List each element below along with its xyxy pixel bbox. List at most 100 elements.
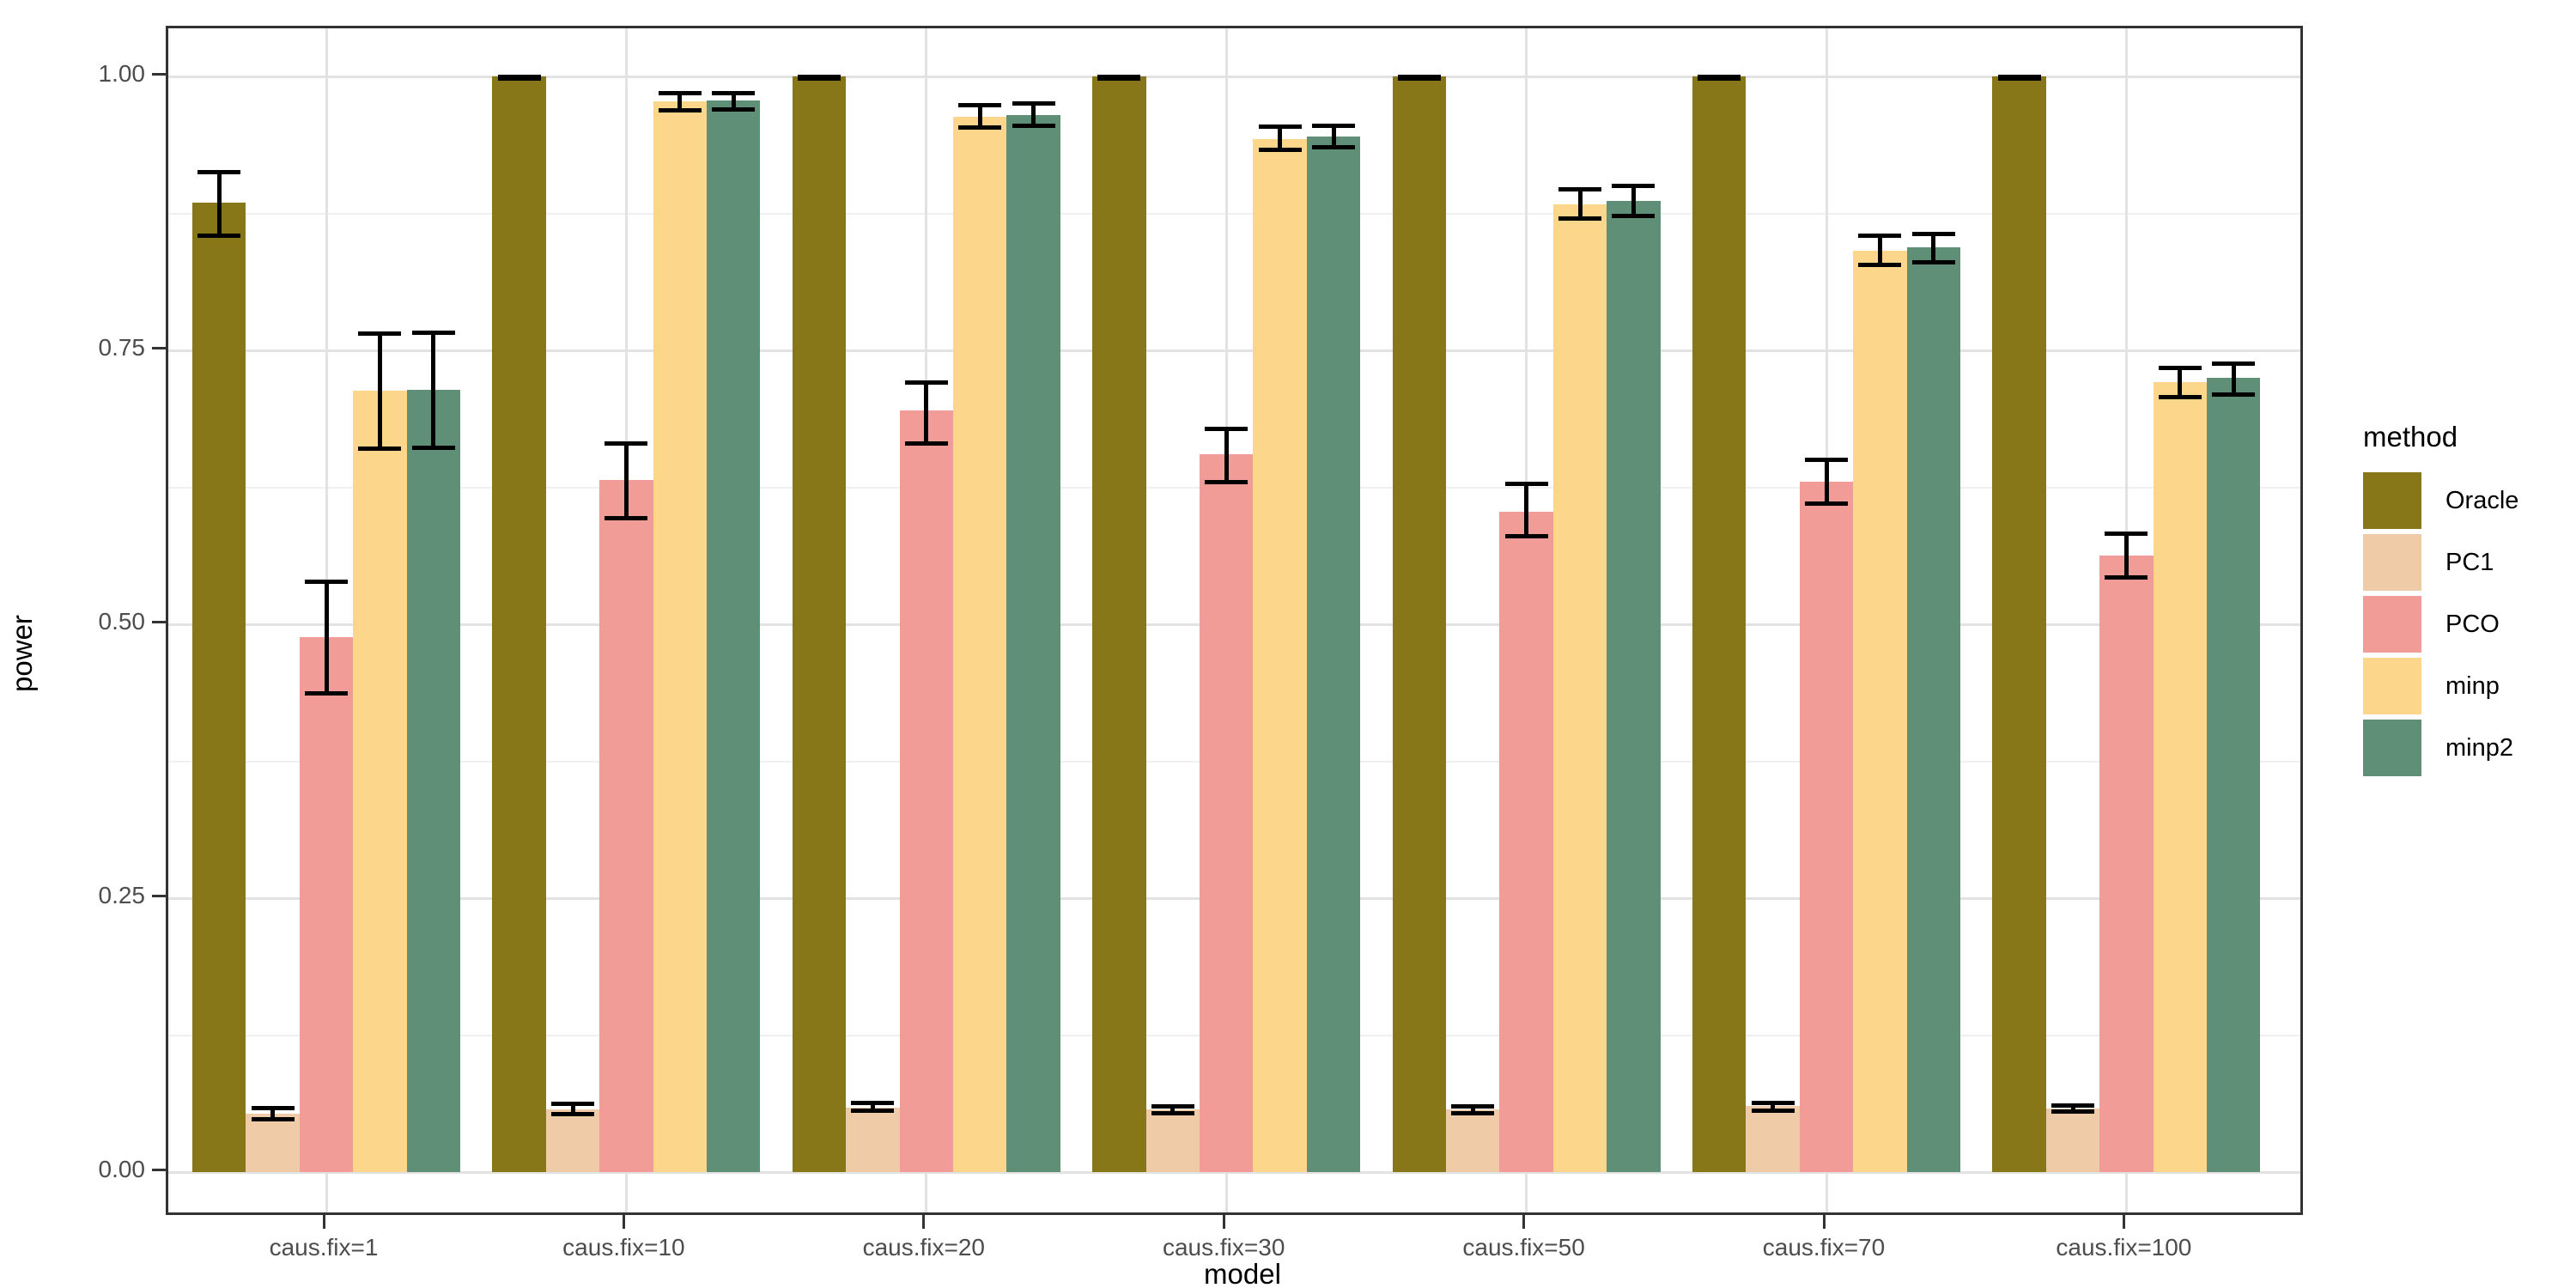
legend-key-Oracle: [2363, 472, 2421, 529]
errorbar-cap-top-PCO-caus.fix=20: [904, 380, 948, 385]
gridline-major: [168, 75, 2300, 78]
bar-minp-caus.fix=70: [1853, 250, 1907, 1172]
bar-minp2-caus.fix=1: [406, 389, 460, 1172]
errorbar-stem-PC1-caus.fix=20: [870, 1103, 875, 1111]
bar-minp-caus.fix=30: [1253, 138, 1307, 1172]
errorbar-cap-top-Oracle-caus.fix=10: [497, 74, 541, 79]
errorbar-cap-bottom-PC1-caus.fix=50: [1451, 1110, 1495, 1115]
x-tick-mark: [1222, 1215, 1225, 1229]
errorbar-cap-top-PCO-caus.fix=70: [1805, 458, 1848, 463]
gridline-minor: [168, 212, 2300, 215]
errorbar-cap-bottom-PCO-caus.fix=70: [1805, 501, 1848, 507]
legend-title: method: [2363, 421, 2458, 453]
errorbar-stem-minp-caus.fix=50: [1577, 189, 1583, 219]
errorbar-stem-minp2-caus.fix=1: [431, 332, 436, 448]
bar-minp2-caus.fix=70: [1906, 247, 1960, 1172]
bar-minp-caus.fix=1: [353, 391, 407, 1172]
errorbar-cap-bottom-minp2-caus.fix=20: [1012, 123, 1055, 128]
bar-minp2-caus.fix=10: [707, 100, 761, 1172]
errorbar-stem-PCO-caus.fix=1: [324, 581, 329, 694]
y-tick-mark: [152, 346, 166, 349]
bar-Oracle-caus.fix=20: [792, 76, 847, 1172]
errorbar-cap-bottom-minp2-caus.fix=30: [1312, 145, 1355, 150]
errorbar-stem-minp2-caus.fix=30: [1331, 125, 1336, 148]
x-axis-title: model: [1204, 1258, 1281, 1288]
x-tick-mark: [622, 1215, 625, 1229]
errorbar-cap-bottom-minp-caus.fix=100: [2158, 395, 2202, 400]
plot-panel: [166, 26, 2303, 1215]
x-tick-label: caus.fix=1: [269, 1234, 379, 1261]
bar-PCO-caus.fix=50: [1499, 511, 1553, 1172]
errorbar-cap-top-minp-caus.fix=1: [358, 331, 402, 337]
errorbar-cap-bottom-minp2-caus.fix=70: [1911, 260, 1955, 265]
legend-key-PCO: [2363, 596, 2421, 653]
legend-key-minp: [2363, 658, 2421, 714]
errorbar-stem-minp-caus.fix=30: [1278, 126, 1283, 150]
errorbar-cap-top-Oracle-caus.fix=100: [1997, 74, 2041, 79]
errorbar-stem-PC1-caus.fix=30: [1170, 1106, 1176, 1114]
errorbar-cap-bottom-minp-caus.fix=10: [658, 108, 702, 113]
bar-Oracle-caus.fix=50: [1392, 76, 1446, 1172]
errorbar-cap-bottom-PC1-caus.fix=70: [1751, 1109, 1795, 1114]
errorbar-stem-PCO-caus.fix=50: [1524, 483, 1529, 537]
y-tick-label: 0.25: [98, 882, 146, 908]
bar-PC1-caus.fix=70: [1746, 1106, 1800, 1172]
legend-key-PC1: [2363, 534, 2421, 591]
errorbar-cap-top-minp-caus.fix=70: [1858, 233, 1902, 238]
x-tick-label: caus.fix=20: [862, 1234, 985, 1261]
y-tick-label: 1.00: [98, 60, 146, 87]
bar-PC1-caus.fix=1: [246, 1114, 300, 1172]
errorbar-cap-bottom-Oracle-caus.fix=30: [1097, 76, 1141, 82]
bar-PC1-caus.fix=30: [1145, 1109, 1200, 1172]
errorbar-cap-bottom-minp-caus.fix=50: [1558, 216, 1601, 222]
errorbar-cap-bottom-PCO-caus.fix=50: [1504, 534, 1548, 539]
x-tick-label: caus.fix=30: [1162, 1234, 1285, 1261]
errorbar-cap-top-minp2-caus.fix=100: [2212, 361, 2256, 366]
x-tick-mark: [922, 1215, 926, 1229]
bar-minp-caus.fix=10: [653, 101, 707, 1172]
bar-minp2-caus.fix=20: [1006, 114, 1060, 1172]
errorbar-cap-top-PCO-caus.fix=30: [1205, 427, 1249, 432]
legend-key-minp2: [2363, 720, 2421, 776]
errorbar-cap-top-minp-caus.fix=30: [1258, 125, 1302, 130]
bar-PC1-caus.fix=50: [1446, 1109, 1500, 1172]
errorbar-cap-top-Oracle-caus.fix=30: [1097, 74, 1141, 79]
errorbar-cap-top-Oracle-caus.fix=50: [1397, 74, 1441, 79]
x-tick-mark: [1522, 1215, 1526, 1229]
errorbar-stem-Oracle-caus.fix=1: [216, 172, 222, 235]
errorbar-stem-PC1-caus.fix=1: [270, 1108, 276, 1120]
y-tick-label: 0.00: [98, 1156, 146, 1182]
errorbar-cap-top-minp2-caus.fix=70: [1911, 232, 1955, 237]
errorbar-cap-bottom-minp2-caus.fix=100: [2212, 392, 2256, 397]
x-tick-label: caus.fix=100: [2056, 1234, 2192, 1261]
bar-PCO-caus.fix=70: [1799, 482, 1854, 1172]
bar-Oracle-caus.fix=10: [492, 76, 546, 1172]
errorbar-cap-top-minp2-caus.fix=30: [1312, 123, 1355, 128]
errorbar-stem-minp2-caus.fix=100: [2231, 363, 2236, 395]
errorbar-cap-bottom-Oracle-caus.fix=20: [798, 76, 841, 82]
x-tick-mark: [1822, 1215, 1826, 1229]
errorbar-cap-top-PC1-caus.fix=1: [251, 1106, 295, 1111]
y-tick-label: 0.50: [98, 608, 146, 635]
bar-PCO-caus.fix=20: [899, 410, 953, 1172]
errorbar-cap-top-PC1-caus.fix=100: [2051, 1103, 2094, 1108]
errorbar-cap-top-PC1-caus.fix=30: [1151, 1103, 1194, 1109]
bar-PC1-caus.fix=10: [545, 1109, 600, 1172]
errorbar-cap-top-PC1-caus.fix=70: [1751, 1101, 1795, 1106]
errorbar-cap-bottom-PCO-caus.fix=20: [904, 440, 948, 446]
y-tick-label: 0.75: [98, 334, 146, 361]
errorbar-cap-bottom-Oracle-caus.fix=1: [197, 233, 241, 238]
errorbar-stem-PC1-caus.fix=10: [570, 1103, 575, 1115]
errorbar-cap-top-PCO-caus.fix=1: [305, 579, 348, 584]
errorbar-cap-bottom-PC1-caus.fix=30: [1151, 1110, 1194, 1115]
errorbar-stem-PCO-caus.fix=70: [1824, 459, 1829, 504]
errorbar-cap-bottom-PC1-caus.fix=20: [851, 1109, 895, 1114]
bar-Oracle-caus.fix=30: [1092, 76, 1146, 1172]
errorbar-cap-bottom-PC1-caus.fix=1: [251, 1117, 295, 1122]
bar-PC1-caus.fix=20: [846, 1107, 900, 1172]
errorbar-stem-PC1-caus.fix=70: [1771, 1103, 1776, 1111]
bar-PCO-caus.fix=10: [599, 479, 653, 1172]
errorbar-stem-minp-caus.fix=100: [2178, 368, 2183, 398]
bar-PCO-caus.fix=1: [299, 637, 354, 1172]
